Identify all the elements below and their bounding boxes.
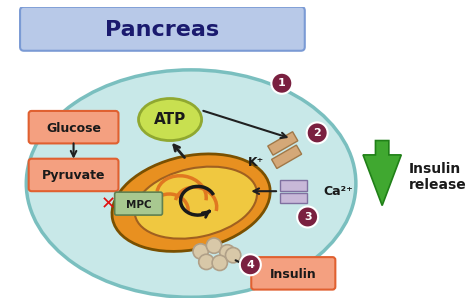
Text: Ca²⁺: Ca²⁺ <box>323 185 353 198</box>
Circle shape <box>206 238 222 253</box>
FancyBboxPatch shape <box>28 111 118 143</box>
Circle shape <box>220 245 235 260</box>
Text: 2: 2 <box>313 128 321 138</box>
Circle shape <box>297 206 318 228</box>
Polygon shape <box>280 180 307 191</box>
FancyBboxPatch shape <box>20 7 305 51</box>
Polygon shape <box>363 141 401 206</box>
Ellipse shape <box>112 154 270 251</box>
FancyBboxPatch shape <box>28 159 118 191</box>
Circle shape <box>271 73 292 94</box>
Text: Pyruvate: Pyruvate <box>42 169 105 182</box>
Text: ATP: ATP <box>154 112 186 127</box>
Circle shape <box>212 255 228 271</box>
Text: Glucose: Glucose <box>46 122 101 135</box>
Polygon shape <box>280 193 307 203</box>
Circle shape <box>240 254 261 275</box>
Ellipse shape <box>135 167 257 239</box>
FancyBboxPatch shape <box>251 257 335 290</box>
Text: 1: 1 <box>278 78 286 88</box>
Text: 4: 4 <box>246 260 254 270</box>
Circle shape <box>307 122 328 143</box>
Circle shape <box>193 244 208 259</box>
Text: 3: 3 <box>304 212 311 222</box>
Ellipse shape <box>26 70 356 297</box>
Polygon shape <box>268 132 298 155</box>
FancyBboxPatch shape <box>115 192 163 215</box>
Text: MPC: MPC <box>126 199 151 210</box>
Text: ✕: ✕ <box>100 196 116 213</box>
Text: Insulin
release: Insulin release <box>409 162 467 192</box>
Ellipse shape <box>138 99 201 141</box>
Polygon shape <box>272 145 301 169</box>
Text: Pancreas: Pancreas <box>105 20 219 40</box>
Circle shape <box>226 248 241 263</box>
Circle shape <box>199 254 214 270</box>
Text: K⁺: K⁺ <box>248 156 264 169</box>
Text: Insulin: Insulin <box>270 268 317 281</box>
